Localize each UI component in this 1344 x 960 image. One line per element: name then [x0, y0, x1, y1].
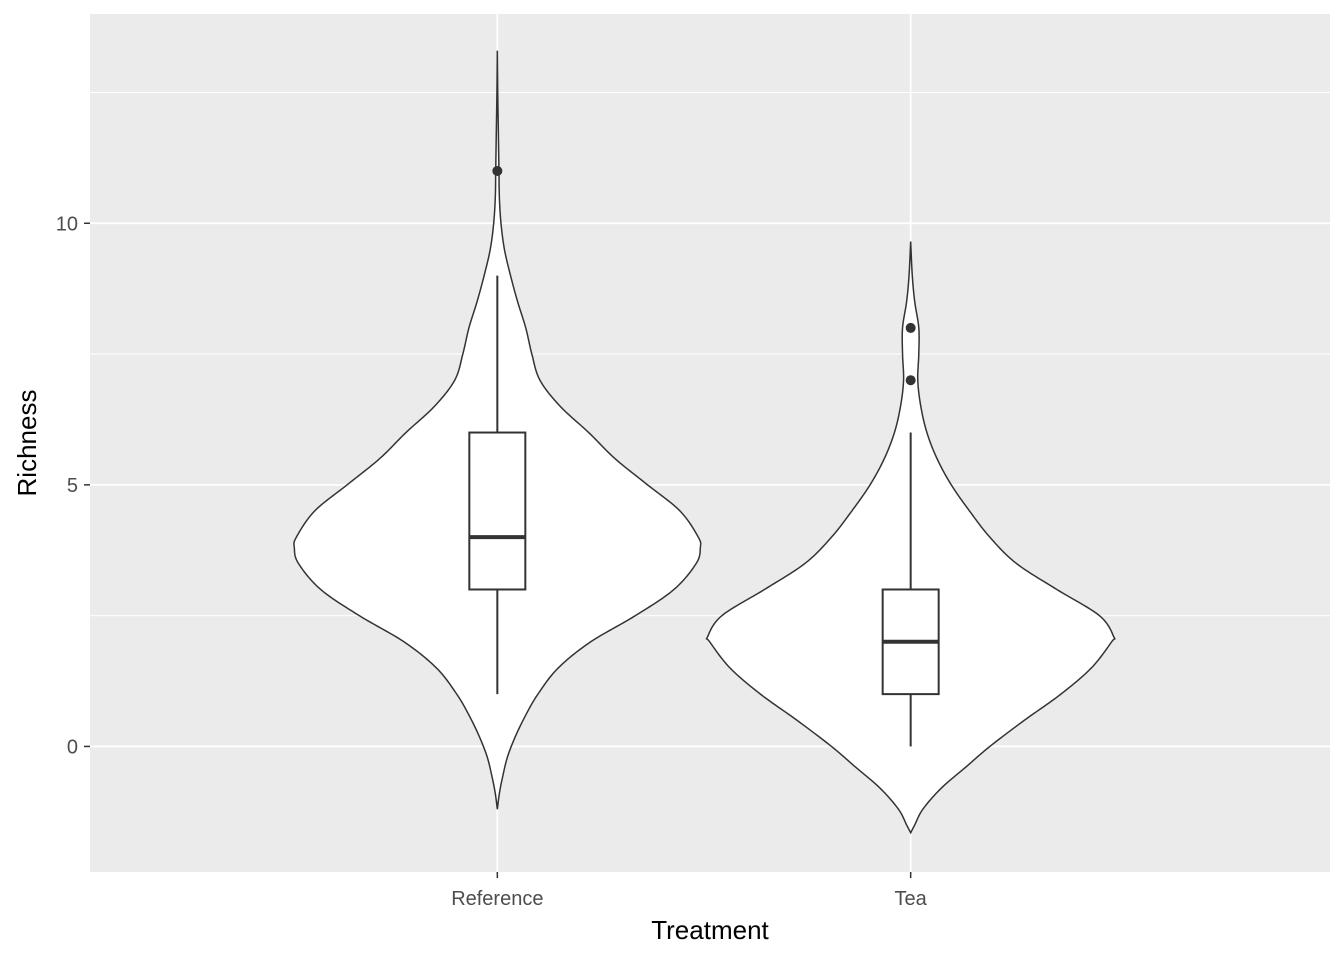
- violin-reference: [293, 50, 702, 810]
- outlier-point: [905, 322, 916, 333]
- iqr-box: [468, 431, 527, 591]
- y-axis-title: Richness: [12, 390, 42, 497]
- x-tick-label: Reference: [451, 888, 543, 910]
- y-tick-label: 0: [67, 736, 78, 758]
- violins-layer: [293, 50, 1116, 835]
- x-axis-title: Treatment: [651, 915, 769, 945]
- outlier-point: [905, 375, 916, 386]
- violin-tea: [705, 241, 1116, 835]
- minor-gridlines: [90, 91, 1330, 617]
- panel-background: [90, 14, 1330, 872]
- y-tick-label: 10: [56, 213, 78, 235]
- x-axis: Reference Tea: [451, 872, 928, 910]
- outlier-point: [492, 165, 503, 176]
- y-axis: 0 5 10: [56, 213, 90, 758]
- y-tick-label: 5: [67, 475, 78, 497]
- x-tick-label: Tea: [895, 888, 928, 910]
